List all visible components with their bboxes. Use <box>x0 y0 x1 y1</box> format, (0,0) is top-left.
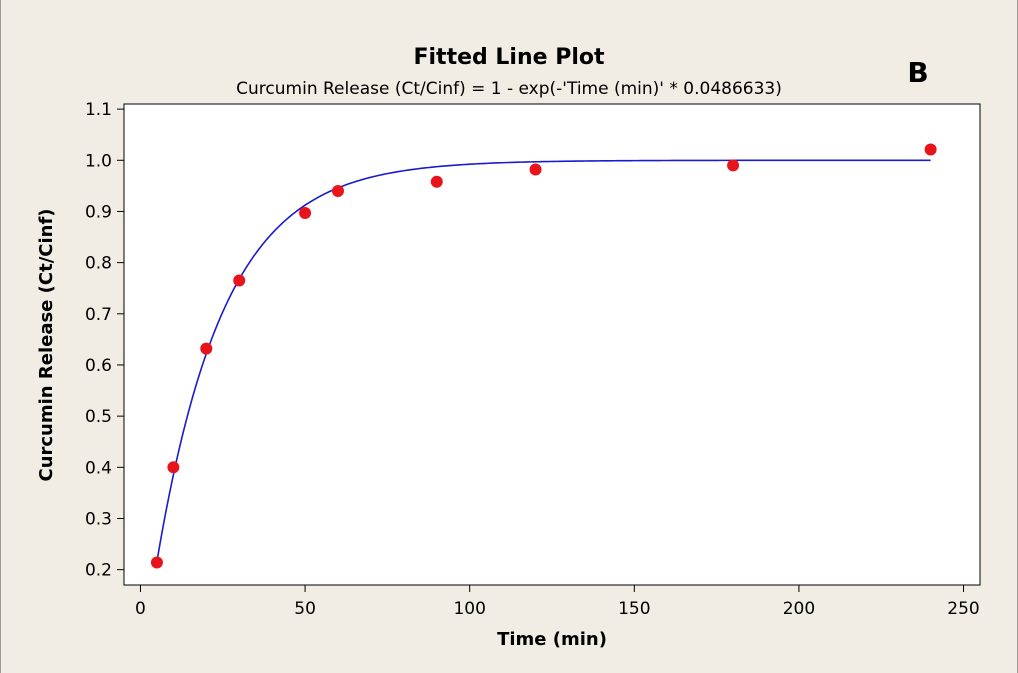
panel-label: B <box>907 56 928 89</box>
y-tick-label: 0.2 <box>85 561 112 581</box>
data-point <box>332 184 344 197</box>
fitted-line <box>156 159 931 562</box>
data-point <box>233 274 246 287</box>
x-tick-label: 100 <box>453 599 485 619</box>
x-tick-label: 0 <box>135 599 146 619</box>
data-point <box>167 461 180 474</box>
data-point <box>150 556 163 569</box>
y-tick-label: 0.8 <box>85 254 112 274</box>
chart-subtitle: Curcumin Release (Ct/Cinf) = 1 - exp(-'T… <box>236 79 782 99</box>
data-points <box>150 143 937 569</box>
data-point <box>727 159 740 172</box>
y-tick-label: 0.6 <box>85 356 112 376</box>
x-tick-label: 150 <box>618 599 650 619</box>
data-point <box>529 163 542 176</box>
x-tick-label: 50 <box>294 599 316 619</box>
y-axis-label: Curcumin Release (Ct/Cinf) <box>36 208 57 481</box>
x-tick-label: 250 <box>947 599 979 619</box>
y-tick-label: 1.0 <box>85 151 112 171</box>
y-tick-label: 0.5 <box>85 407 112 427</box>
data-point <box>200 342 213 355</box>
chart-title: Fitted Line Plot <box>413 45 605 70</box>
plot-area <box>123 103 981 586</box>
data-point <box>430 175 443 188</box>
y-tick-label: 0.9 <box>85 202 112 222</box>
y-tick-label: 0.3 <box>85 509 112 529</box>
data-point <box>924 143 937 156</box>
y-tick-label: 0.4 <box>85 458 112 478</box>
data-point <box>299 206 312 219</box>
axis-ticks: 0 50 100 150 200 250 0.2 0.3 0.4 0.5 0.6 0.7 0.8 0.9 1… <box>85 100 980 619</box>
y-tick-label: 0.7 <box>85 305 112 325</box>
x-axis-label: Time (min) <box>497 629 607 650</box>
y-tick-label: 1.1 <box>85 100 112 120</box>
x-tick-label: 200 <box>783 599 815 619</box>
